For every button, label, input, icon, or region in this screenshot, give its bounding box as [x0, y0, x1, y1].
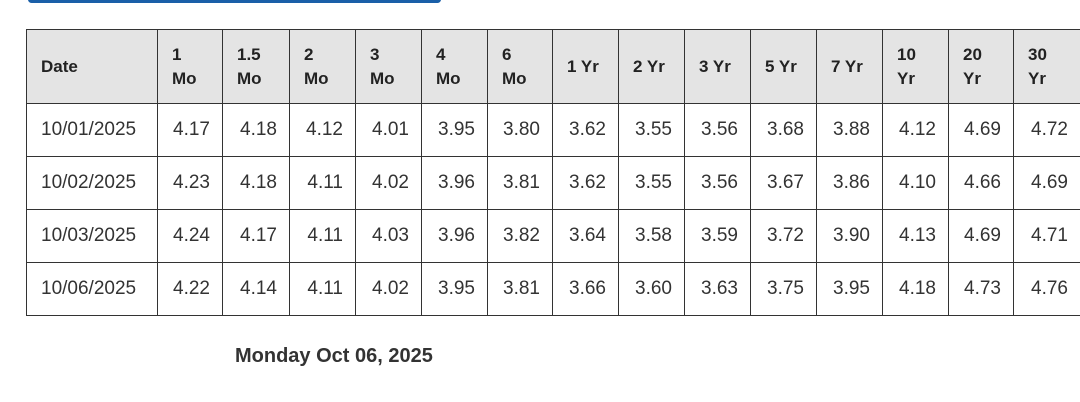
- rate-cell: 4.69: [948, 209, 1014, 263]
- column-header: 6 Mo: [487, 29, 553, 104]
- rate-cell: 4.71: [1013, 209, 1080, 263]
- date-cell: 10/03/2025: [26, 209, 158, 263]
- rate-cell: 3.96: [421, 156, 488, 210]
- rate-cell: 4.10: [882, 156, 949, 210]
- rate-cell: 3.81: [487, 262, 553, 316]
- date-cell: 10/06/2025: [26, 262, 158, 316]
- rate-cell: 4.17: [222, 209, 290, 263]
- header-label: 30 Yr: [1028, 44, 1047, 88]
- rate-cell: 4.73: [948, 262, 1014, 316]
- rate-cell: 4.17: [157, 103, 223, 157]
- rate-cell: 3.60: [618, 262, 685, 316]
- rate-cell: 4.69: [948, 103, 1014, 157]
- rate-cell: 3.68: [750, 103, 817, 157]
- header-label: 4 Mo: [436, 44, 461, 88]
- rate-cell: 3.86: [816, 156, 883, 210]
- header-label: 2 Yr: [633, 56, 665, 76]
- rate-cell: 3.56: [684, 156, 751, 210]
- rate-cell: 4.11: [289, 262, 356, 316]
- date-cell: 10/02/2025: [26, 156, 158, 210]
- rates-table: Date 1 Mo 1.5 Mo 2 Mo 3 Mo 4 Mo 6 Mo 1 Yr 2 Yr 3 …: [26, 29, 1080, 316]
- rate-cell: 3.82: [487, 209, 553, 263]
- rate-cell: 4.11: [289, 156, 356, 210]
- rate-cell: 4.24: [157, 209, 223, 263]
- rate-cell: 4.69: [1013, 156, 1080, 210]
- header-row: Date 1 Mo 1.5 Mo 2 Mo 3 Mo 4 Mo 6 Mo 1 Yr 2 Yr 3 …: [26, 29, 1080, 104]
- rate-cell: 4.13: [882, 209, 949, 263]
- rate-cell: 4.66: [948, 156, 1014, 210]
- column-header: 1.5 Mo: [222, 29, 290, 104]
- column-header: 1 Yr: [552, 29, 619, 104]
- header-label: Date: [41, 56, 78, 76]
- rate-cell: 3.88: [816, 103, 883, 157]
- rate-cell: 4.02: [355, 262, 422, 316]
- column-header: 2 Yr: [618, 29, 685, 104]
- column-header: 7 Yr: [816, 29, 883, 104]
- header-label: 1 Mo: [172, 44, 197, 88]
- rate-cell: 3.55: [618, 156, 685, 210]
- rate-cell: 4.18: [882, 262, 949, 316]
- column-header: 20 Yr: [948, 29, 1014, 104]
- header-label: 10 Yr: [897, 44, 916, 88]
- rate-cell: 4.01: [355, 103, 422, 157]
- rate-cell: 3.67: [750, 156, 817, 210]
- rate-cell: 4.14: [222, 262, 290, 316]
- rate-cell: 3.81: [487, 156, 553, 210]
- rate-cell: 3.66: [552, 262, 619, 316]
- rate-cell: 3.72: [750, 209, 817, 263]
- header-label: 20 Yr: [963, 44, 982, 88]
- header-label: 7 Yr: [831, 56, 863, 76]
- header-label: 2 Mo: [304, 44, 329, 88]
- rate-cell: 4.22: [157, 262, 223, 316]
- rate-cell: 4.03: [355, 209, 422, 263]
- header-label: 5 Yr: [765, 56, 797, 76]
- rate-cell: 3.95: [421, 262, 488, 316]
- column-header: 3 Yr: [684, 29, 751, 104]
- data-row: 10/06/2025 4.22 4.14 4.11 4.02 3.95 3.81 3.66 3.…: [26, 262, 1080, 316]
- date-cell: 10/01/2025: [26, 103, 158, 157]
- rate-cell: 4.11: [289, 209, 356, 263]
- column-header: 2 Mo: [289, 29, 356, 104]
- rate-cell: 4.18: [222, 103, 290, 157]
- header-label: 6 Mo: [502, 44, 527, 88]
- column-header: 1 Mo: [157, 29, 223, 104]
- rate-cell: 4.23: [157, 156, 223, 210]
- rate-cell: 4.18: [222, 156, 290, 210]
- rate-cell: 3.56: [684, 103, 751, 157]
- rate-cell: 4.02: [355, 156, 422, 210]
- rate-cell: 4.12: [289, 103, 356, 157]
- data-row: 10/03/2025 4.24 4.17 4.11 4.03 3.96 3.82 3.64 3.…: [26, 209, 1080, 263]
- column-header: 4 Mo: [421, 29, 488, 104]
- rate-cell: 3.64: [552, 209, 619, 263]
- date-caption: Monday Oct 06, 2025: [235, 345, 433, 367]
- rate-cell: 3.63: [684, 262, 751, 316]
- header-label: 3 Yr: [699, 56, 731, 76]
- tab-indicator: [28, 0, 441, 3]
- rate-cell: 3.58: [618, 209, 685, 263]
- column-header: 5 Yr: [750, 29, 817, 104]
- rate-cell: 3.95: [421, 103, 488, 157]
- header-label: 1 Yr: [567, 56, 599, 76]
- rate-cell: 3.80: [487, 103, 553, 157]
- rate-cell: 3.55: [618, 103, 685, 157]
- column-header: 10 Yr: [882, 29, 949, 104]
- column-header: Date: [26, 29, 158, 104]
- rate-cell: 3.95: [816, 262, 883, 316]
- header-label: 1.5 Mo: [237, 44, 262, 88]
- column-header: 30 Yr: [1013, 29, 1080, 104]
- data-row: 10/02/2025 4.23 4.18 4.11 4.02 3.96 3.81 3.62 3.…: [26, 156, 1080, 210]
- rate-cell: 4.72: [1013, 103, 1080, 157]
- rate-cell: 3.62: [552, 103, 619, 157]
- header-label: 3 Mo: [370, 44, 395, 88]
- rate-cell: 3.90: [816, 209, 883, 263]
- rate-cell: 3.75: [750, 262, 817, 316]
- rate-cell: 4.76: [1013, 262, 1080, 316]
- rate-cell: 4.12: [882, 103, 949, 157]
- column-header: 3 Mo: [355, 29, 422, 104]
- rate-cell: 3.96: [421, 209, 488, 263]
- rate-cell: 3.62: [552, 156, 619, 210]
- data-row: 10/01/2025 4.17 4.18 4.12 4.01 3.95 3.80 3.62 3.…: [26, 103, 1080, 157]
- rate-cell: 3.59: [684, 209, 751, 263]
